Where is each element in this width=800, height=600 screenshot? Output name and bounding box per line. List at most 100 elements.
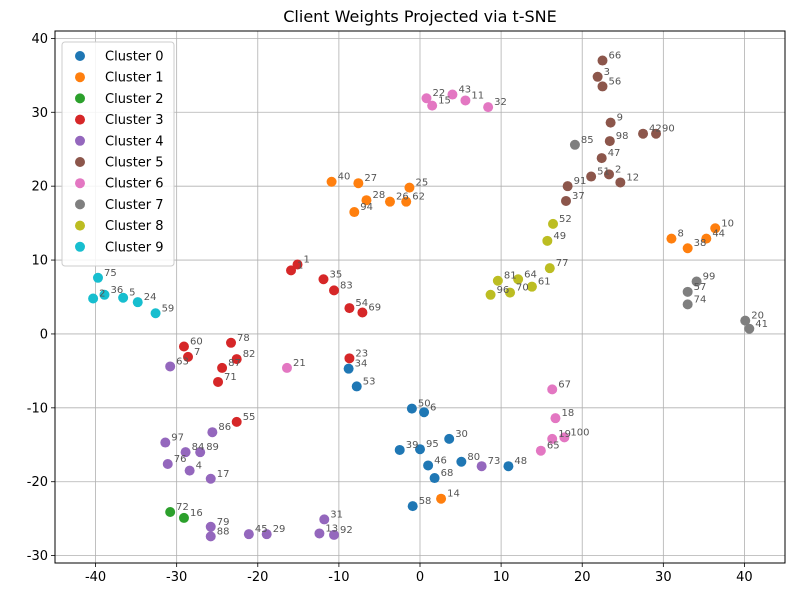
legend-marker <box>75 199 85 210</box>
point-label: 64 <box>524 269 537 280</box>
cluster-3-point <box>318 274 329 285</box>
cluster-5-point <box>604 136 615 147</box>
cluster-6-point <box>547 433 558 444</box>
point-label: 65 <box>547 441 560 452</box>
cluster-8-point <box>548 218 559 229</box>
x-tick-label: -30 <box>166 570 187 585</box>
cluster-4-point <box>205 521 216 532</box>
point-label: 8 <box>677 229 683 240</box>
cluster-9-point <box>92 272 103 283</box>
point-label: 56 <box>609 76 622 87</box>
legend-marker <box>75 220 85 231</box>
point-label: 12 <box>626 172 639 183</box>
cluster-3-point <box>178 341 189 352</box>
point-label: 72 <box>176 502 189 513</box>
point-label: 52 <box>559 214 572 225</box>
cluster-3-point <box>344 303 355 314</box>
cluster-1-point <box>701 233 712 244</box>
y-tick-label: -30 <box>27 549 48 564</box>
point-label: 24 <box>144 292 157 303</box>
cluster-9-point <box>150 308 161 319</box>
point-label: 86 <box>218 422 231 433</box>
legend-marker <box>75 241 85 252</box>
y-tick-label: 10 <box>31 254 48 269</box>
cluster-8-point <box>544 263 555 274</box>
point-label: 40 <box>338 172 351 183</box>
point-label: 17 <box>217 469 230 480</box>
point-label: 15 <box>438 96 451 107</box>
point-label: 87 <box>228 358 241 369</box>
cluster-7-point <box>691 276 702 287</box>
cluster-3-point <box>329 285 340 296</box>
point-label: 81 <box>504 271 517 282</box>
point-label: 28 <box>372 190 385 201</box>
point-label: 2 <box>615 164 621 175</box>
cluster-5-point <box>603 169 614 180</box>
cluster-1-point <box>710 223 721 234</box>
cluster-4-point <box>329 529 340 540</box>
legend-label: Cluster 0 <box>105 50 164 65</box>
point-label: 14 <box>447 489 460 500</box>
cluster-5-point <box>605 117 616 128</box>
axis-ticks: -40 -30 -20 -10 0 10 20 30 40 -30 -20 -10 0 10 20 30 40 <box>27 32 753 585</box>
x-tick-label: 40 <box>736 570 753 585</box>
point-label: 70 <box>516 283 529 294</box>
legend-box <box>61 41 175 267</box>
point-label: 98 <box>616 131 629 142</box>
cluster-0-point <box>394 444 405 455</box>
y-tick-label: 0 <box>40 327 48 342</box>
legend-marker <box>75 114 85 125</box>
point-label: 54 <box>355 298 368 309</box>
cluster-6-point <box>421 93 432 104</box>
point-label: 45 <box>255 524 268 535</box>
cluster-4-point <box>261 529 272 540</box>
point-label: 1 <box>297 260 303 271</box>
point-label: 41 <box>755 319 768 330</box>
cluster-3-point <box>231 354 242 365</box>
point-label: 60 <box>190 337 203 348</box>
point-label: 46 <box>434 455 447 466</box>
cluster-1-point <box>361 195 372 206</box>
cluster-7-point <box>740 315 751 326</box>
point-label: 34 <box>355 359 368 370</box>
point-label: 43 <box>458 85 471 96</box>
cluster-5-point <box>596 153 607 164</box>
point-label: 71 <box>224 372 237 383</box>
point-label: 48 <box>514 456 527 467</box>
point-label: 23 <box>355 348 368 359</box>
cluster-5-point <box>592 71 603 82</box>
cluster-3-point <box>231 416 242 427</box>
cluster-0-point <box>351 381 362 392</box>
point-label: 31 <box>330 509 343 520</box>
point-label: 37 <box>572 191 585 202</box>
point-label: 77 <box>556 258 569 269</box>
point-label: 7 <box>194 347 200 358</box>
cluster-1-point <box>666 233 677 244</box>
cluster-5-point <box>586 171 597 182</box>
point-label: 21 <box>293 358 306 369</box>
cluster-8-point <box>526 281 537 292</box>
cluster-0-point <box>415 444 425 455</box>
legend-label: Cluster 4 <box>105 134 164 149</box>
cluster-6-point <box>483 102 494 113</box>
cluster-7-point <box>682 299 693 310</box>
point-label: 42 <box>649 124 662 135</box>
cluster-9-point <box>132 297 143 308</box>
cluster-0-point <box>456 456 467 467</box>
cluster-1-point <box>401 196 412 207</box>
point-label: 82 <box>243 349 256 360</box>
point-label: 69 <box>368 303 381 314</box>
cluster-4-point <box>160 437 171 448</box>
point-label: 99 <box>703 271 716 282</box>
y-tick-label: 30 <box>31 106 48 121</box>
cluster-4-point <box>314 528 325 539</box>
point-label: 100 <box>570 427 589 438</box>
y-tick-label: 40 <box>31 32 48 47</box>
x-tick-label: 30 <box>655 570 672 585</box>
point-label: 58 <box>419 496 432 507</box>
cluster-3-point <box>213 376 224 387</box>
point-label: 95 <box>426 439 439 450</box>
cluster-8-point <box>492 275 503 286</box>
legend-marker <box>75 135 85 146</box>
